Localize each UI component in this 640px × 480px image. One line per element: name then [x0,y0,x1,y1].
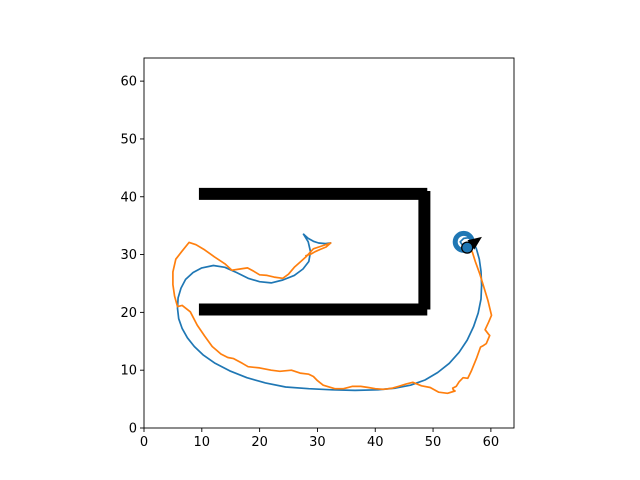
y-axis: 0 10 20 30 40 50 60 [120,75,144,437]
axes-frame [143,57,515,429]
x-axis: 0 10 20 30 40 50 60 [140,428,499,450]
x-tick-label: 60 [483,435,500,450]
x-tick-label: 0 [140,435,148,450]
y-tick-label: 30 [120,248,137,263]
y-tick-label: 50 [120,132,137,147]
y-tick-label: 10 [120,364,137,379]
y-tick-label: 0 [129,422,137,437]
y-tick-label: 40 [120,190,137,205]
planned-path [176,233,483,392]
x-tick-label: 50 [425,435,442,450]
markers [452,230,482,254]
walls [198,187,431,316]
y-tick-label: 20 [120,306,137,321]
measured-path [172,241,493,395]
y-tick-label: 60 [120,75,137,90]
robot-marker [461,241,474,254]
x-tick-label: 40 [367,435,384,450]
planned-path-hook [302,233,332,245]
x-tick-label: 20 [251,435,268,450]
x-tick-label: 30 [309,435,326,450]
x-tick-label: 10 [194,435,211,450]
trajectory-lines [172,233,493,395]
